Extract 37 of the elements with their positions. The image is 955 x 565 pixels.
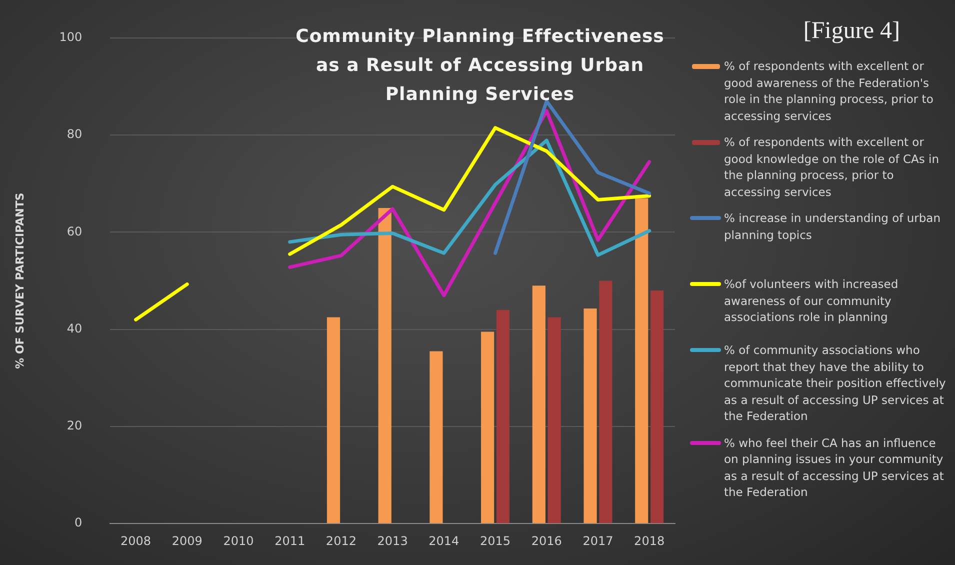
x-tick-label: 2016 [531, 534, 562, 548]
y-tick-label: 80 [66, 127, 82, 142]
bar [599, 280, 612, 524]
bar [548, 317, 561, 524]
bar [481, 332, 494, 524]
y-tick-label: 100 [59, 30, 82, 44]
legend-label: %of volunteers with increased awareness of our community associations role in planning [723, 276, 900, 326]
legend-label: % increase in understanding of urban planning topics [723, 210, 942, 243]
bar [430, 351, 443, 524]
bar [378, 208, 392, 524]
x-tick-label: 2013 [377, 534, 408, 548]
x-tick-label: 2015 [480, 534, 511, 548]
legend-label: % of community associations who report that they have the ability to communicate their position effectively as a result of accessing UP services at the Federation [723, 342, 947, 424]
x-tick-label: 2011 [274, 534, 306, 548]
x-tick-label: 2008 [120, 534, 152, 548]
y-tick-label: 20 [66, 418, 82, 433]
y-axis-title: % OF SURVEY PARTICIPANTS [13, 192, 26, 369]
legend-label: % of respondents with excellent or good awareness of the Federation's role in the planning process, prior to accessing services [723, 58, 934, 124]
text: [Figure 4] [803, 18, 900, 45]
bar [635, 198, 648, 524]
x-tick-label: 2009 [172, 534, 202, 548]
bar [650, 290, 664, 524]
legend-label: % of respondents with excellent or good knowledge on the role of CAs in the planning process, prior to accessing services [723, 134, 940, 200]
y-tick-label: 0 [74, 516, 82, 530]
bar [326, 317, 340, 524]
x-tick-label: 2014 [428, 534, 460, 548]
y-tick-label: 60 [66, 224, 82, 238]
x-tick-label: 2018 [634, 534, 665, 548]
bar [532, 286, 546, 524]
bar [496, 310, 510, 524]
x-tick-label: 2012 [326, 534, 356, 548]
bar [584, 308, 597, 524]
text: Community Planning Effectiveness as a Result of Accessing Urban Planning Services [294, 25, 666, 107]
x-tick-label: 2010 [223, 534, 254, 548]
y-tick-label: 40 [66, 321, 82, 336]
x-tick-label: 2017 [582, 534, 614, 548]
legend-label: % who feel their CA has an influence on planning issues in your community as a result of accessing UP services at the Federation [723, 434, 945, 500]
